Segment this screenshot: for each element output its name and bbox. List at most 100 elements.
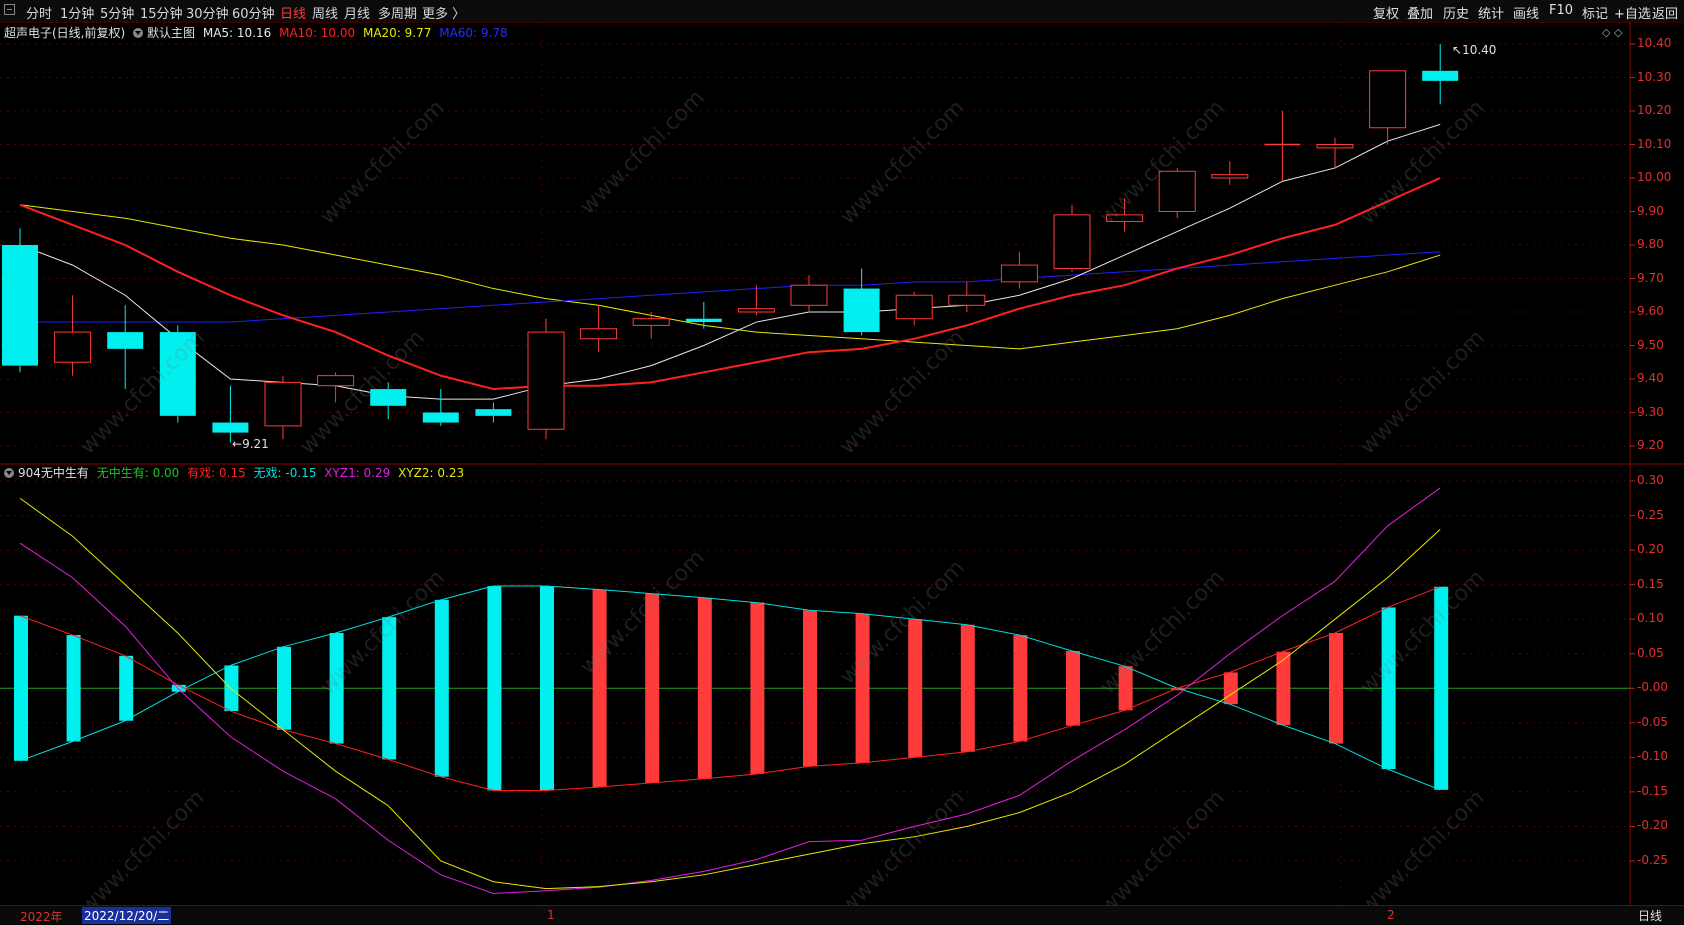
f10-button[interactable]: F10 bbox=[1549, 3, 1574, 18]
ma60-value: MA60: 9.78 bbox=[439, 26, 508, 40]
candle-body bbox=[159, 332, 196, 416]
history-button[interactable]: 历史 bbox=[1443, 7, 1470, 22]
indicator-tick-label: -0.05 bbox=[1637, 714, 1669, 729]
ma5-value: MA5: 10.16 bbox=[202, 26, 272, 40]
cursor-date: 2022/12/20/二 bbox=[82, 907, 172, 924]
indicator-dropdown-icon[interactable] bbox=[4, 468, 14, 478]
candle-body bbox=[685, 318, 722, 323]
mark-button[interactable]: 标记 bbox=[1582, 7, 1609, 22]
period-more[interactable]: 更多 〉 bbox=[422, 7, 466, 22]
price-tick-label: 9.30 bbox=[1637, 404, 1664, 419]
candlestick bbox=[264, 375, 302, 440]
candle-body bbox=[107, 332, 144, 349]
period-monthly[interactable]: 月线 bbox=[344, 7, 371, 22]
indicator-bar bbox=[171, 684, 186, 692]
period-intraday[interactable]: 分时 bbox=[26, 7, 53, 22]
period-daily[interactable]: 日线 bbox=[280, 7, 307, 22]
indicator-bar bbox=[908, 619, 923, 758]
back-button[interactable]: 返回 bbox=[1652, 7, 1679, 22]
price-panel bbox=[2, 44, 1459, 443]
year-label: 2022年 bbox=[20, 910, 63, 924]
candlestick bbox=[159, 325, 196, 423]
indicator-bar bbox=[855, 613, 870, 763]
indicator-bar bbox=[1276, 651, 1291, 725]
price-tick-label: 10.20 bbox=[1637, 103, 1672, 117]
price-tick-label: 10.40 bbox=[1637, 36, 1672, 50]
indicator-bar bbox=[1171, 688, 1186, 691]
indicator-bar bbox=[1118, 666, 1133, 711]
indicator-bar bbox=[434, 599, 449, 777]
indicator-bar bbox=[119, 655, 134, 721]
candle-body bbox=[2, 245, 38, 366]
indicator-line-xyz1 bbox=[19, 487, 1441, 894]
indicator-bar bbox=[645, 593, 660, 783]
kline-chart[interactable] bbox=[0, 0, 1684, 905]
candlestick bbox=[370, 382, 407, 420]
indicator-bar bbox=[14, 615, 28, 761]
candlestick bbox=[54, 295, 92, 376]
template-name[interactable]: 默认主图 bbox=[147, 26, 196, 40]
adjust-button[interactable]: 复权 bbox=[1373, 7, 1400, 22]
overlay-button[interactable]: 叠加 bbox=[1407, 7, 1434, 22]
candle-body bbox=[1369, 70, 1407, 129]
period-60min[interactable]: 60分钟 bbox=[232, 7, 275, 22]
candle-body bbox=[422, 412, 459, 423]
indicator-bar bbox=[750, 602, 765, 774]
window-box-icon[interactable] bbox=[4, 4, 15, 15]
ma20-value: MA20: 9.77 bbox=[362, 26, 432, 40]
indicator-bar bbox=[1066, 650, 1080, 726]
period-indicator[interactable]: 日线 bbox=[1638, 909, 1663, 923]
indicator-tick-label: 0.25 bbox=[1637, 507, 1664, 522]
period-5min[interactable]: 5分钟 bbox=[100, 7, 135, 22]
draw-button[interactable]: 画线 bbox=[1513, 7, 1540, 22]
high-annotation: ↖10.40 bbox=[1452, 43, 1497, 57]
ind-line-youxi: 有戏: 0.15 bbox=[187, 466, 246, 480]
period-weekly[interactable]: 周线 bbox=[312, 7, 339, 22]
candle-body bbox=[632, 318, 670, 326]
candle-body bbox=[212, 422, 249, 433]
stats-button[interactable]: 统计 bbox=[1478, 7, 1505, 22]
candle-body bbox=[843, 288, 880, 333]
main-info-row: 超声电子(日线,前复权) 默认主图 MA5: 10.16 MA10: 10.00… bbox=[4, 24, 512, 41]
price-tick-label: 9.90 bbox=[1637, 203, 1664, 218]
template-dropdown-icon[interactable] bbox=[133, 28, 144, 38]
candle-body bbox=[1000, 264, 1038, 283]
indicator-line-wuxi bbox=[19, 585, 1441, 791]
add-watchlist-button[interactable]: +自选 bbox=[1614, 7, 1651, 22]
period-30min[interactable]: 30分钟 bbox=[186, 7, 229, 22]
period-multi[interactable]: 多周期 bbox=[378, 7, 418, 22]
candle-body bbox=[1422, 70, 1459, 81]
price-tick-label: 10.00 bbox=[1637, 170, 1672, 184]
ind-line-xyz2: XYZ2: 0.23 bbox=[398, 466, 465, 480]
indicator-bar bbox=[277, 646, 291, 730]
candlestick bbox=[1158, 167, 1196, 219]
indicator-bar bbox=[803, 610, 817, 767]
price-tick-label: 9.80 bbox=[1637, 237, 1664, 251]
indicator-bar bbox=[66, 635, 81, 742]
diamond-icon[interactable]: ◇ ◇ bbox=[1602, 26, 1623, 39]
period-15min[interactable]: 15分钟 bbox=[140, 7, 183, 22]
candlestick bbox=[843, 268, 880, 336]
candlestick bbox=[475, 402, 512, 423]
indicator-bar bbox=[1329, 633, 1343, 744]
candlestick bbox=[1316, 137, 1354, 168]
indicator-info-row: 904无中生有 无中生有: 0.00 有戏: 0.15 无戏: -0.15 XY… bbox=[4, 464, 468, 481]
candlestick bbox=[1422, 44, 1459, 105]
candle-body bbox=[1316, 144, 1354, 149]
period-1min[interactable]: 1分钟 bbox=[60, 7, 95, 22]
candlestick bbox=[527, 318, 565, 440]
indicator-tick-label: 0.30 bbox=[1637, 473, 1664, 487]
indicator-name[interactable]: 904无中生有 bbox=[18, 466, 89, 480]
ma20-line bbox=[19, 204, 1441, 350]
candlestick bbox=[580, 305, 618, 353]
candle-body bbox=[1211, 174, 1249, 179]
chart-grid bbox=[0, 22, 1684, 905]
indicator-bar bbox=[1223, 672, 1238, 705]
indicator-tick-label: -0.00 bbox=[1637, 680, 1669, 695]
indicator-bar bbox=[382, 617, 397, 760]
ind-line-wuxi: 无戏: -0.15 bbox=[253, 466, 317, 480]
candle-body bbox=[790, 284, 828, 306]
indicator-panel bbox=[14, 487, 1449, 894]
candle-body bbox=[737, 308, 775, 313]
indicator-tick-label: 0.05 bbox=[1637, 645, 1664, 660]
